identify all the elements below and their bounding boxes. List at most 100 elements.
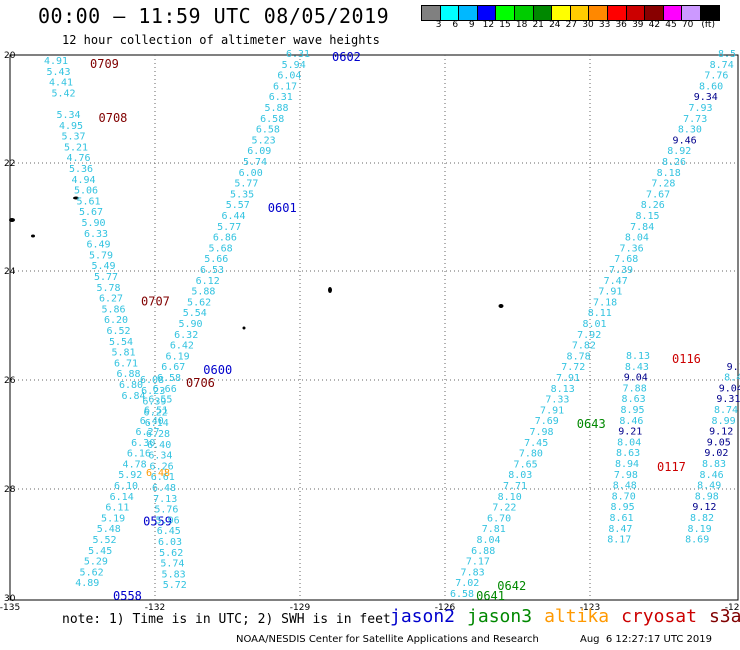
swh-value: 7.91 — [598, 287, 622, 298]
swh-value: 5.90 — [178, 319, 202, 330]
swh-value: 4.94 — [71, 175, 95, 186]
swh-value: 6.86 — [213, 233, 237, 244]
swh-value: 5.54 — [183, 308, 207, 319]
swh-value: 5.77 — [94, 272, 118, 283]
swh-value: 8.13 — [551, 384, 575, 395]
swh-value: 7.80 — [519, 449, 543, 460]
pass-time-label: 0602 — [332, 50, 361, 64]
swh-value: 7.47 — [604, 276, 628, 287]
swh-value: 5.78 — [96, 283, 120, 294]
lat-tick-label: 22 — [4, 159, 15, 169]
swh-value: 8.60 — [699, 81, 723, 92]
colorbar-tick-label: 33 — [598, 20, 611, 30]
lon-tick-label: -120 — [725, 603, 740, 613]
swh-value: 6.51 — [144, 405, 168, 416]
swh-value: 5.67 — [79, 207, 103, 218]
island — [242, 326, 246, 330]
swh-value: 8.26 — [662, 157, 686, 168]
swh-value: 6.16 — [127, 449, 151, 460]
swh-value: 7.18 — [593, 297, 617, 308]
lat-tick-label: 28 — [4, 485, 16, 495]
swh-value: 5.86 — [101, 304, 125, 315]
swh-value: 7.39 — [609, 265, 633, 276]
colorbar-tick-label: 30 — [582, 20, 594, 30]
swh-value: 5.42 — [51, 88, 75, 99]
swh-value: 5.76 — [154, 505, 178, 516]
swh-value: 8.61 — [609, 513, 633, 524]
swh-value: 6.88 — [471, 546, 495, 557]
swh-value: 9.12 — [709, 427, 733, 438]
page-subtitle: 12 hour collection of altimeter wave hei… — [62, 33, 380, 47]
swh-value: 6.14 — [110, 492, 134, 503]
colorbar-tick-label: 27 — [565, 20, 578, 30]
swh-value: 6.31 — [269, 92, 293, 103]
swh-value: 6.71 — [114, 358, 138, 369]
pass-time-label: 0642 — [497, 579, 526, 593]
colorbar-tick-label: 36 — [615, 20, 627, 30]
colorbar-tick-label: 45 — [665, 20, 677, 30]
pass-time-label: 0709 — [90, 57, 119, 71]
colorbar-tick-label: 70 — [681, 20, 694, 30]
swh-value: 6.31 — [286, 49, 310, 60]
swh-value: 6.45 — [157, 526, 181, 537]
swh-value: 7.13 — [153, 494, 177, 505]
swh-value: 5.77 — [234, 179, 258, 190]
swh-value: 6.32 — [174, 330, 198, 341]
swh-value: 8.04 — [617, 437, 641, 448]
pass-time-label: 0600 — [203, 363, 232, 377]
swh-value: 7.36 — [620, 243, 644, 254]
pass-time-label: 0601 — [268, 201, 297, 215]
island — [328, 287, 332, 293]
swh-value: 6.49 — [86, 240, 110, 251]
swh-value: 8.95 — [611, 502, 635, 513]
swh-value: 8.92 — [667, 146, 691, 157]
pass-time-label: 0117 — [657, 460, 686, 474]
swh-value: 5.88 — [264, 103, 288, 114]
legend-cryosat: cryosat — [621, 606, 697, 627]
swh-value: 6.40 — [147, 440, 171, 451]
swh-value: 7.17 — [466, 557, 490, 568]
swh-value: 7.68 — [614, 254, 638, 265]
swh-value: 5.06 — [74, 186, 98, 197]
swh-value: 6.22 — [144, 407, 168, 418]
credit-line: NOAA/NESDIS Center for Satellite Applica… — [236, 634, 539, 645]
swh-value: 5.62 — [80, 567, 104, 578]
swh-value: 8.43 — [625, 362, 649, 373]
legend-altika: altika — [544, 606, 610, 627]
swh-value: 7.92 — [577, 330, 601, 341]
swh-value: 6.19 — [166, 351, 190, 362]
swh-value: 9.34 — [694, 92, 718, 103]
legend-jason2: jason2 — [390, 606, 456, 627]
swh-value: 5.92 — [118, 470, 142, 481]
swh-value: 5.21 — [64, 142, 88, 153]
swh-value: 5.43 — [46, 67, 70, 78]
swh-value: 9.31 — [716, 394, 740, 405]
swh-value: 8.4 — [724, 373, 740, 384]
swh-value: 6.88 — [116, 369, 140, 380]
swh-value: 9.04 — [624, 373, 648, 384]
swh-value: 6.58 — [157, 373, 181, 384]
footnote: note: 1) Time is in UTC; 2) SWH is in fe… — [62, 612, 391, 627]
colorbar-tick-label: 42 — [648, 20, 661, 30]
swh-value: 8.04 — [476, 535, 500, 546]
swh-value: 8.03 — [508, 470, 532, 481]
swh-value: 7.98 — [614, 470, 638, 481]
swh-value: 5.19 — [101, 513, 125, 524]
swh-value: 7.67 — [646, 189, 670, 200]
lon-tick-label: -126 — [435, 603, 456, 613]
lat-tick-label: 24 — [4, 267, 16, 277]
swh-value: 8.17 — [607, 535, 631, 546]
swh-value: 7.98 — [529, 427, 553, 438]
swh-value-highlight: 6.48 — [146, 468, 170, 479]
swh-value: 8.01 — [582, 319, 606, 330]
lat-tick-label: 20 — [4, 51, 16, 61]
swh-value: 9.46 — [673, 135, 697, 146]
swh-value: 7.33 — [545, 395, 569, 406]
swh-value: 6.14 — [145, 418, 169, 429]
swh-value: 8.82 — [690, 513, 714, 524]
swh-value: 5.52 — [92, 535, 116, 546]
swh-value: 8.04 — [625, 233, 649, 244]
swh-value: 7.02 — [455, 578, 479, 589]
swh-value: 7.91 — [556, 373, 580, 384]
